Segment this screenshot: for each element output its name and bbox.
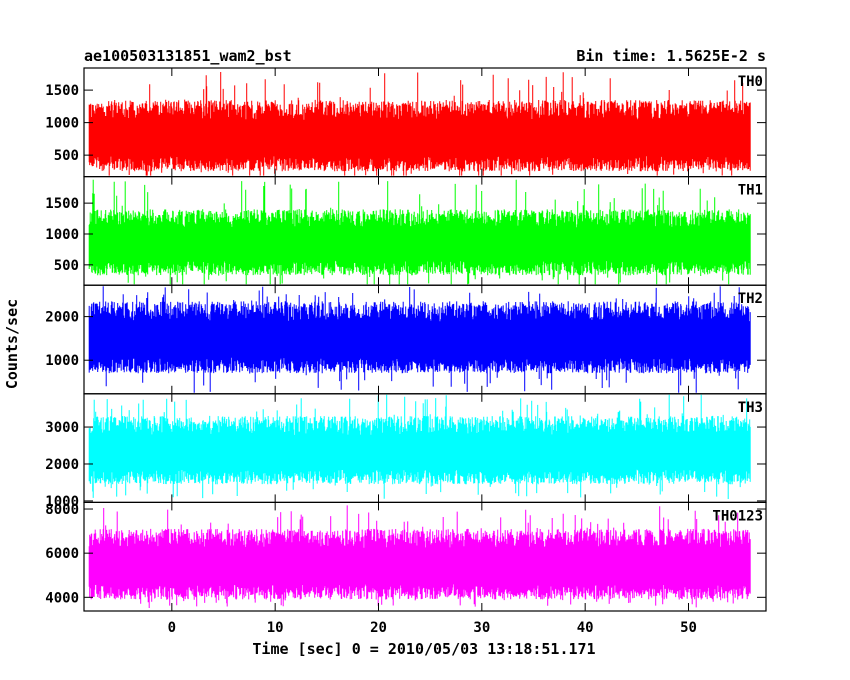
x-axis-label: Time [sec] 0 = 2010/05/03 13:18:51.171	[252, 640, 595, 658]
series-label-th1: TH1	[738, 183, 763, 199]
x-tick-label: 30	[473, 620, 490, 636]
chart-title-right: Bin time: 1.5625E-2 s	[576, 47, 766, 65]
y-tick-label: 1000	[45, 494, 79, 510]
series-label-th0: TH0	[738, 74, 763, 90]
y-tick-label: 500	[54, 148, 79, 164]
y-tick-label: 1000	[45, 116, 79, 132]
y-axis-label: Counts/sec	[3, 299, 21, 389]
y-tick-label: 1500	[45, 196, 79, 212]
y-tick-label: 1000	[45, 227, 79, 243]
series-th0	[88, 72, 751, 176]
y-tick-label: 500	[54, 258, 79, 274]
x-tick-label: 50	[680, 620, 697, 636]
series-th1	[88, 179, 751, 285]
series-th0123	[88, 505, 751, 608]
x-tick-label: 40	[577, 620, 594, 636]
x-tick-label: 20	[370, 620, 387, 636]
series-label-th3: TH3	[738, 400, 763, 416]
series-label-th2: TH2	[738, 291, 763, 307]
y-tick-label: 2000	[45, 457, 79, 473]
series-label-th0123: TH0123	[712, 508, 763, 524]
panel-frame-th0123	[83, 501, 767, 612]
series-th3	[88, 394, 751, 499]
y-tick-label: 1500	[45, 83, 79, 99]
y-tick-label: 6000	[45, 546, 79, 562]
y-tick-label: 3000	[45, 420, 79, 436]
y-tick-label: 8000	[45, 502, 79, 518]
y-tick-label: 2000	[45, 310, 79, 326]
chart-title-left: ae100503131851_wam2_bst	[84, 47, 292, 65]
panels-group: 50010001500TH050010001500TH110002000TH21…	[45, 67, 767, 636]
y-tick-label: 1000	[45, 353, 79, 369]
x-tick-label: 10	[267, 620, 284, 636]
series-th2	[88, 286, 751, 393]
x-tick-label: 0	[168, 620, 176, 636]
y-tick-label: 4000	[45, 590, 79, 606]
